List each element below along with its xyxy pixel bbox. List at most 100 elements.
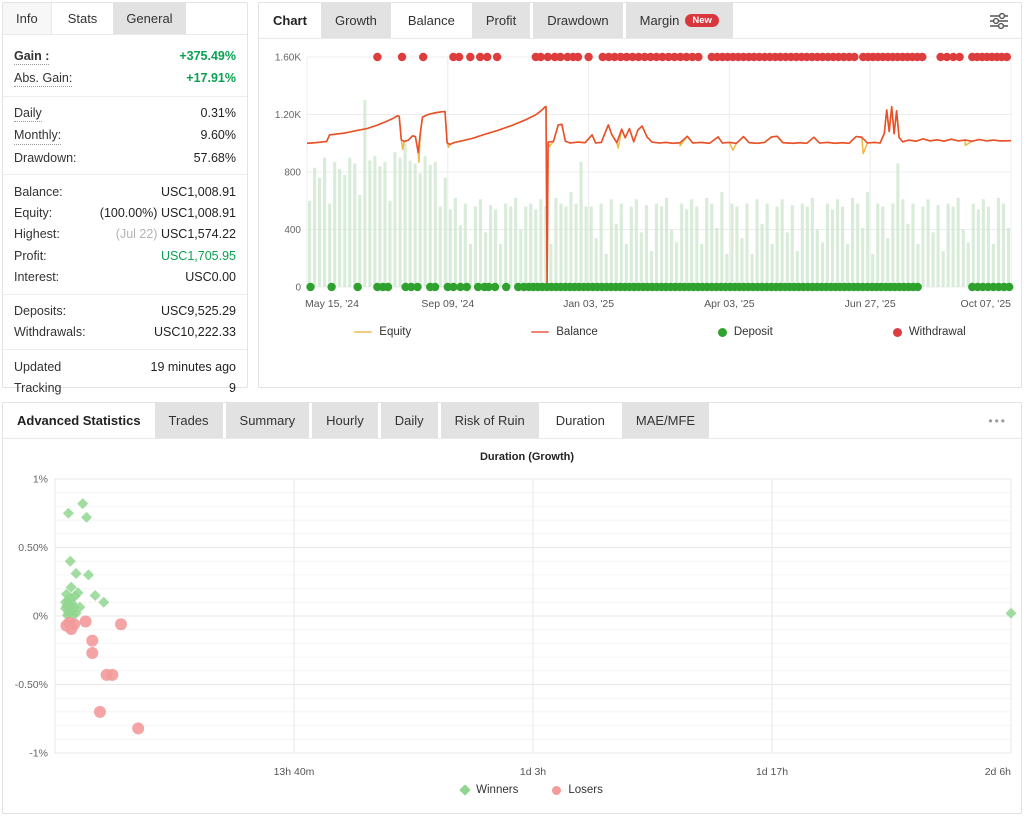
- stat-label: Updated: [14, 359, 62, 374]
- stat-label: Daily: [14, 105, 42, 123]
- svg-text:1d 17h: 1d 17h: [756, 766, 788, 777]
- svg-text:2d 6h: 2d 6h: [985, 766, 1011, 777]
- stat-value: +375.49%: [179, 48, 236, 63]
- stat-value: 9.60%: [200, 128, 236, 143]
- statistics-tabbar: Advanced Statistics Trades Summary Hourly D…: [3, 403, 1021, 439]
- legend-item-losers[interactable]: Losers: [552, 784, 603, 796]
- main-chart-wrap: 1.60K 1.20K 800 400 0 May 15, '24 Sep 09, '24 J…: [259, 39, 1021, 318]
- svg-text:1d 3h: 1d 3h: [520, 766, 546, 777]
- tab-general[interactable]: General: [113, 3, 186, 34]
- tab-risk-of-ruin[interactable]: Risk of Ruin: [440, 403, 539, 438]
- tab-margin[interactable]: Margin New: [625, 3, 733, 38]
- stat-value: USC0.00: [185, 269, 236, 284]
- chart-panel-title: Chart: [259, 3, 321, 38]
- tab-stats[interactable]: Stats: [54, 3, 111, 34]
- legend-item-winners[interactable]: Winners: [459, 784, 519, 796]
- stat-row-abs-gain: Abs. Gain: +17.91%: [3, 67, 247, 89]
- svg-text:0%: 0%: [33, 611, 48, 623]
- legend-label: Equity: [379, 326, 412, 338]
- stats-tabs: Info Stats General: [3, 3, 186, 34]
- tab-label: Profit: [485, 13, 517, 28]
- tab-label: Margin: [639, 13, 680, 28]
- tab-label: Trades: [168, 413, 209, 428]
- stat-value: 9: [229, 380, 236, 395]
- chart-settings-button[interactable]: [977, 3, 1021, 38]
- svg-text:0.50%: 0.50%: [18, 542, 48, 554]
- stat-row-profit: Profit: USC1,705.95: [3, 245, 247, 266]
- stat-group: Gain : +375.49% Abs. Gain: +17.91%: [3, 39, 247, 97]
- stat-group: Deposits: USC9,525.29 Withdrawals: USC10,22…: [3, 295, 247, 350]
- tab-info[interactable]: Info: [3, 3, 52, 34]
- stat-row-tracking: Tracking 9: [3, 377, 247, 398]
- svg-text:Sep 09, '24: Sep 09, '24: [421, 298, 474, 310]
- tab-label: Stats: [67, 11, 98, 26]
- withdrawal-dot-icon: [892, 327, 902, 337]
- tab-label: Hourly: [326, 413, 364, 428]
- stat-value: 19 minutes ago: [150, 359, 236, 374]
- ellipsis-icon: •••: [988, 413, 1007, 428]
- stat-value: 57.68%: [193, 150, 236, 165]
- stat-value: +17.91%: [186, 70, 236, 85]
- chart-panel: Chart Growth Balance Profit Drawdown Margin N…: [258, 2, 1022, 388]
- more-button[interactable]: •••: [974, 403, 1021, 438]
- stat-row-updated: Updated 19 minutes ago: [3, 356, 247, 377]
- stat-row-balance: Balance: USC1,008.91: [3, 181, 247, 202]
- tab-balance[interactable]: Balance: [393, 3, 469, 38]
- statistics-panel: Advanced Statistics Trades Summary Hourly D…: [2, 402, 1022, 814]
- svg-text:May 15, '24: May 15, '24: [305, 298, 359, 310]
- stat-value: USC1,705.95: [160, 248, 236, 263]
- tab-label: Summary: [239, 413, 296, 428]
- tab-label: MAE/MFE: [635, 413, 696, 428]
- legend-label: Withdrawal: [908, 326, 966, 338]
- svg-text:1.20K: 1.20K: [275, 110, 301, 121]
- top-row: Info Stats General Gain : +375.49% Abs. Gain…: [2, 2, 1022, 395]
- stat-row-deposits: Deposits: USC9,525.29: [3, 301, 247, 322]
- balance-chart[interactable]: 1.60K 1.20K 800 400 0 May 15, '24 Sep 09, '24 J…: [261, 41, 1017, 313]
- tab-growth[interactable]: Growth: [320, 3, 391, 38]
- legend-item-withdrawal[interactable]: Withdrawal: [892, 326, 966, 338]
- stat-label: Profit:: [14, 248, 47, 263]
- stat-group: Daily 0.31% Monthly: 9.60% Drawdown: 57.68%: [3, 97, 247, 176]
- svg-text:-0.50%: -0.50%: [15, 679, 48, 691]
- stat-label: Balance:: [14, 184, 63, 199]
- tab-label: Daily: [394, 413, 424, 428]
- tab-duration[interactable]: Duration: [541, 403, 619, 438]
- tab-label: Drawdown: [547, 13, 609, 28]
- statistics-panel-title: Advanced Statistics: [3, 403, 155, 438]
- svg-text:-1%: -1%: [29, 748, 48, 760]
- stats-body: Gain : +375.49% Abs. Gain: +17.91% Daily 0.31…: [3, 35, 247, 405]
- legend-item-equity[interactable]: Equity: [354, 326, 411, 338]
- spacer: [709, 403, 974, 438]
- legend-label: Winners: [476, 784, 519, 796]
- stat-label: Abs. Gain:: [14, 70, 73, 87]
- stat-row-daily: Daily 0.31%: [3, 103, 247, 125]
- legend-item-deposit[interactable]: Deposit: [717, 326, 773, 338]
- tab-hourly[interactable]: Hourly: [312, 403, 378, 438]
- stat-value: (100.00%) USC1,008.91: [99, 206, 236, 220]
- stat-row-monthly: Monthly: 9.60%: [3, 125, 247, 147]
- legend-item-balance[interactable]: Balance: [531, 326, 598, 338]
- tab-drawdown[interactable]: Drawdown: [533, 3, 623, 38]
- stat-row-drawdown: Drawdown: 57.68%: [3, 147, 247, 168]
- svg-text:Apr 03, '25: Apr 03, '25: [704, 298, 755, 310]
- tab-trades[interactable]: Trades: [154, 403, 223, 438]
- stat-value: 0.31%: [200, 106, 236, 120]
- stat-row-withdrawals: Withdrawals: USC10,222.33: [3, 322, 247, 343]
- stat-label: Deposits:: [14, 304, 67, 318]
- tab-label: Balance: [407, 13, 455, 28]
- tab-summary[interactable]: Summary: [225, 403, 310, 438]
- chart-tabbar: Chart Growth Balance Profit Drawdown Margin N…: [259, 3, 1021, 39]
- duration-scatter-chart[interactable]: 1% 0.50% 0% -0.50% -1% 13h 40m 1d 3h 1d 17h 2d 6…: [9, 469, 1017, 778]
- tab-daily[interactable]: Daily: [380, 403, 438, 438]
- tab-mae-mfe[interactable]: MAE/MFE: [621, 403, 710, 438]
- tab-label: General: [126, 11, 173, 26]
- svg-text:Oct 07, '25: Oct 07, '25: [961, 298, 1012, 310]
- tab-profit[interactable]: Profit: [471, 3, 531, 38]
- stat-row-gain: Gain : +375.49%: [3, 45, 247, 67]
- svg-text:0: 0: [295, 283, 301, 294]
- chart-tabs: Growth Balance Profit Drawdown Margin New: [320, 3, 733, 38]
- deposit-dot-icon: [717, 327, 727, 337]
- equity-line-icon: [354, 331, 373, 333]
- scatter-chart-wrap: 1% 0.50% 0% -0.50% -1% 13h 40m 1d 3h 1d 17h 2d 6…: [3, 467, 1021, 782]
